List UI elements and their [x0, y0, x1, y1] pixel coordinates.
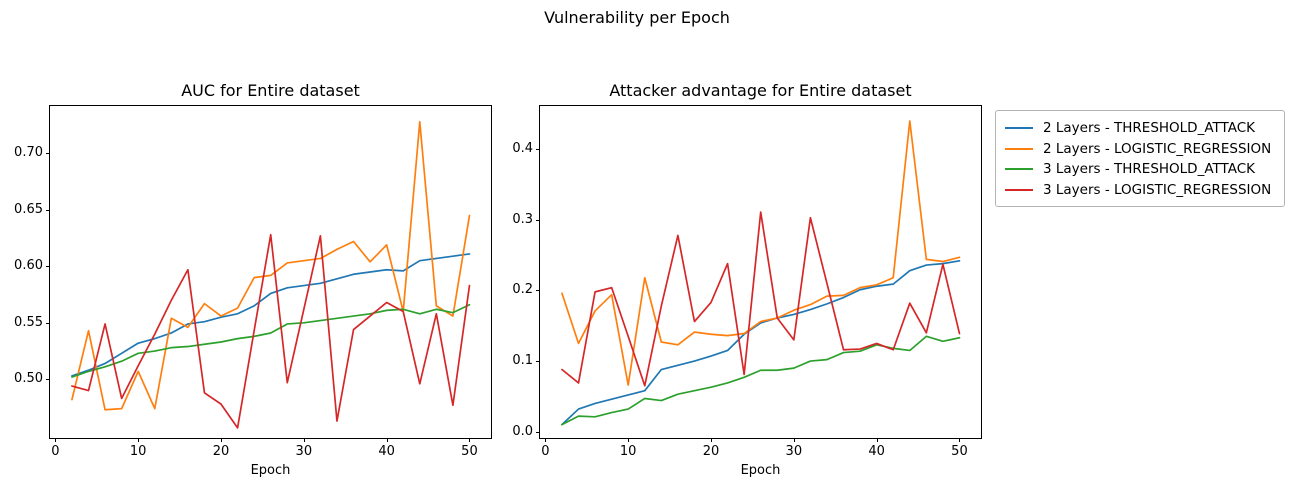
legend-line-sample — [1005, 147, 1033, 150]
x-tick-label: 30 — [295, 444, 313, 459]
x-axis-label-advantage: Epoch — [740, 463, 781, 478]
x-tick — [303, 438, 305, 442]
series-line — [71, 303, 471, 378]
legend-line-sample — [1005, 127, 1033, 129]
series-line — [561, 259, 961, 426]
x-tick — [138, 438, 140, 442]
y-tick-label: 0.2 — [512, 282, 533, 298]
series-line — [561, 120, 961, 386]
y-tick — [46, 266, 50, 268]
x-tick-label: 10 — [619, 444, 637, 459]
y-tick-label: 0.3 — [512, 211, 533, 227]
y-tick-label: 0.70 — [14, 145, 43, 161]
series-line — [71, 233, 471, 429]
x-tick — [386, 438, 388, 442]
plot-lines-auc — [71, 120, 471, 429]
y-tick-label: 0.1 — [512, 353, 533, 369]
x-tick-label: 30 — [785, 444, 803, 459]
legend-line-sample — [1005, 188, 1033, 191]
y-tick — [46, 379, 50, 381]
x-tick — [545, 438, 547, 442]
y-tick-label: 0.4 — [512, 141, 533, 157]
y-tick-label: 0.0 — [512, 423, 533, 439]
y-tick-label: 0.50 — [14, 371, 43, 387]
axes-title-advantage: Attacker advantage for Entire dataset — [609, 81, 912, 100]
legend-entry: 2 Layers - THRESHOLD_ATTACK — [1005, 118, 1275, 138]
x-tick-label: 40 — [378, 444, 395, 459]
x-tick — [469, 438, 471, 442]
x-tick — [711, 438, 713, 442]
x-axis-label-auc: Epoch — [250, 463, 291, 478]
axes-title-auc: AUC for Entire dataset — [181, 81, 360, 100]
x-tick — [959, 438, 961, 442]
x-tick — [876, 438, 878, 442]
y-tick-label: 0.60 — [14, 258, 43, 274]
plot-lines-advantage — [561, 120, 961, 426]
x-tick-label: 40 — [868, 444, 885, 459]
x-tick-label: 50 — [461, 444, 478, 459]
x-tick — [221, 438, 223, 442]
axes-auc-chart: AUC for Entire dataset Epoch 0 10 20 30 40 50… — [14, 81, 492, 478]
y-tick-label: 0.55 — [14, 314, 43, 330]
legend-label: 2 Layers - LOGISTIC_REGRESSION — [1043, 140, 1272, 157]
y-tick — [536, 219, 540, 221]
series-line — [71, 120, 471, 411]
x-tick — [793, 438, 795, 442]
x-tick-label: 10 — [129, 444, 147, 459]
legend-label: 3 Layers - THRESHOLD_ATTACK — [1043, 161, 1255, 178]
legend-line-sample — [1005, 168, 1033, 171]
series-line — [71, 253, 471, 377]
y-tick — [46, 209, 50, 211]
x-tick-label: 20 — [212, 444, 230, 459]
y-tick — [536, 149, 540, 151]
x-tick-label: 0 — [541, 444, 550, 459]
legend-entry: 3 Layers - LOGISTIC_REGRESSION — [1005, 180, 1275, 200]
x-tick — [628, 438, 630, 442]
y-tick — [46, 153, 50, 155]
figure-title: Vulnerability per Epoch — [544, 8, 730, 27]
axes-advantage-chart: Attacker advantage for Entire dataset Ep… — [512, 81, 982, 478]
y-tick-label: 0.65 — [14, 201, 43, 217]
legend-label: 3 Layers - LOGISTIC_REGRESSION — [1043, 181, 1272, 198]
y-tick — [46, 322, 50, 324]
x-tick-label: 50 — [951, 444, 968, 459]
x-tick-label: 20 — [702, 444, 720, 459]
legend-entry: 2 Layers - LOGISTIC_REGRESSION — [1005, 139, 1275, 159]
legend-label: 2 Layers - THRESHOLD_ATTACK — [1043, 120, 1255, 136]
y-tick — [536, 431, 540, 433]
x-tick-label: 0 — [51, 444, 60, 459]
x-tick — [55, 438, 57, 442]
y-tick — [536, 290, 540, 292]
legend-entry: 3 Layers - THRESHOLD_ATTACK — [1005, 159, 1275, 179]
series-line — [561, 211, 961, 387]
y-tick — [536, 361, 540, 363]
legend: 2 Layers - THRESHOLD_ATTACK 2 Layers - LO… — [995, 110, 1285, 207]
